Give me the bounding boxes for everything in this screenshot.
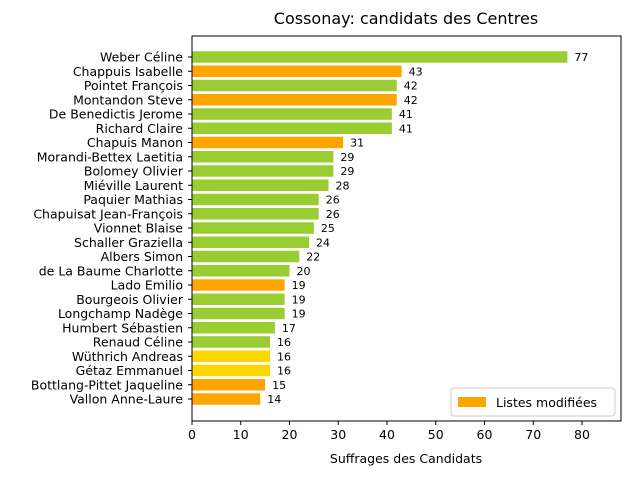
value-label: 19 xyxy=(292,308,306,321)
bar xyxy=(192,236,309,248)
category-label: Chapuis Manon xyxy=(87,135,183,150)
bar xyxy=(192,250,300,263)
value-label: 41 xyxy=(399,108,413,121)
category-label: Gétaz Emmanuel xyxy=(76,363,183,378)
category-label: Bolomey Olivier xyxy=(84,164,184,179)
bar xyxy=(192,379,266,391)
category-label: Lado Emilio xyxy=(111,278,183,293)
category-label: Miéville Laurent xyxy=(84,178,183,193)
bar xyxy=(192,279,285,291)
value-label: 26 xyxy=(326,208,340,221)
value-label: 41 xyxy=(399,122,413,135)
x-tick-label: 20 xyxy=(282,427,298,442)
chart-title: Cossonay: candidats des Centres xyxy=(274,9,538,28)
bar xyxy=(192,265,290,277)
bar xyxy=(192,94,397,106)
bar xyxy=(192,322,275,334)
x-axis-label: Suffrages des Candidats xyxy=(330,451,482,466)
category-label: Chappuis Isabelle xyxy=(73,64,183,79)
bar xyxy=(192,336,270,348)
category-label: Vionnet Blaise xyxy=(94,221,184,236)
category-label: Albers Simon xyxy=(101,249,183,264)
value-label: 19 xyxy=(292,293,306,306)
bar xyxy=(192,307,285,320)
bar xyxy=(192,193,319,206)
category-label: Wüthrich Andreas xyxy=(72,349,183,364)
bar xyxy=(192,65,402,77)
value-label: 29 xyxy=(340,151,354,164)
value-label: 26 xyxy=(326,194,340,207)
legend-entry-label: Listes modifiées xyxy=(496,395,597,410)
value-label: 42 xyxy=(404,94,418,107)
bar xyxy=(192,393,261,405)
bar xyxy=(192,51,568,63)
value-label: 25 xyxy=(321,222,335,235)
x-tick-label: 10 xyxy=(233,427,249,442)
value-label: 31 xyxy=(350,137,364,150)
x-tick-label: 30 xyxy=(330,427,346,442)
category-label: Bottlang-Pittet Jaqueline xyxy=(31,377,183,392)
legend-swatch xyxy=(458,397,486,407)
bar xyxy=(192,136,344,149)
category-label: Weber Céline xyxy=(100,50,183,65)
category-label: Montandon Steve xyxy=(73,92,183,107)
bar xyxy=(192,222,314,234)
category-label: Humbert Sébastien xyxy=(62,320,183,335)
legend: Listes modifiées xyxy=(450,387,616,417)
bar xyxy=(192,165,334,177)
value-label: 19 xyxy=(292,279,306,292)
bar xyxy=(192,208,319,220)
category-label: Richard Claire xyxy=(96,121,184,136)
category-label: de La Baume Charlotte xyxy=(39,263,184,278)
x-tick-label: 60 xyxy=(477,427,493,442)
category-label: Pointet François xyxy=(84,78,183,93)
value-label: 29 xyxy=(340,165,354,178)
value-label: 77 xyxy=(574,51,588,64)
value-label: 42 xyxy=(404,80,418,93)
bar xyxy=(192,350,270,362)
value-label: 16 xyxy=(277,365,291,378)
bar xyxy=(192,364,270,377)
bar xyxy=(192,151,334,163)
category-label: Chapuisat Jean-François xyxy=(33,206,183,221)
category-label: De Benedictis Jerome xyxy=(49,107,183,122)
x-axis: 0 10 20 30 40 50 60 70 80 xyxy=(188,421,590,442)
x-tick-label: 50 xyxy=(428,427,444,442)
x-tick-label: 70 xyxy=(525,427,541,442)
bar xyxy=(192,293,285,305)
value-label: 16 xyxy=(277,350,291,363)
value-label: 17 xyxy=(282,322,296,335)
plot-frame xyxy=(191,35,622,422)
x-tick-label: 40 xyxy=(379,427,395,442)
value-label: 22 xyxy=(306,251,320,264)
value-label: 28 xyxy=(336,179,350,192)
value-label: 16 xyxy=(277,336,291,349)
value-label: 43 xyxy=(409,65,423,78)
category-label: Paquier Mathias xyxy=(83,192,183,207)
bar xyxy=(192,179,329,191)
bar xyxy=(192,122,392,134)
bar xyxy=(192,79,397,92)
category-label: Vallon Anne-Laure xyxy=(70,392,184,407)
category-label: Longchamp Nadège xyxy=(58,306,183,321)
x-tick-label: 80 xyxy=(574,427,590,442)
value-label: 15 xyxy=(272,379,286,392)
category-label: Schaller Graziella xyxy=(74,235,183,250)
value-label: 14 xyxy=(267,393,281,406)
category-label: Bourgeois Olivier xyxy=(76,292,184,307)
legend-box xyxy=(450,387,616,417)
value-label: 24 xyxy=(316,236,330,249)
category-label: Renaud Céline xyxy=(93,335,184,350)
category-label: Morandi-Bettex Laetitia xyxy=(37,149,183,164)
bar xyxy=(192,108,392,120)
bars-group: Weber Céline 77 Chappuis Isabelle 43 Pointet… xyxy=(31,50,588,407)
value-label: 20 xyxy=(297,265,311,278)
x-tick-label: 0 xyxy=(188,427,196,442)
